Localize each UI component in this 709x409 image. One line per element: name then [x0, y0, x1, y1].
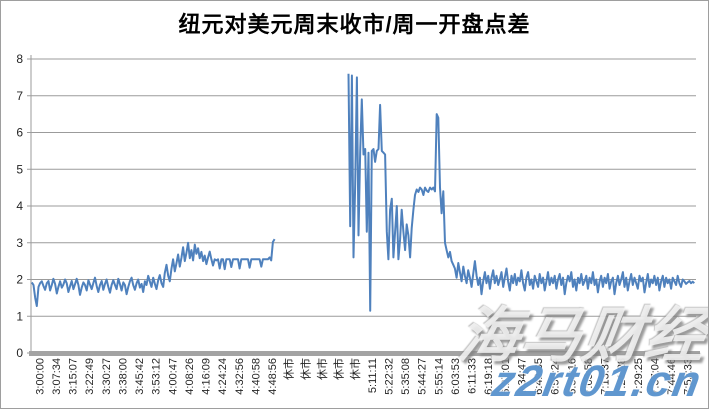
x-axis-label: 休市: [315, 358, 329, 380]
y-axis-label: 8: [16, 52, 23, 66]
x-axis-label: 7:44:46: [666, 358, 678, 395]
x-axis-label: 4:16:09: [201, 358, 213, 395]
y-axis-label: 6: [16, 126, 23, 140]
y-axis-label: 0: [16, 346, 23, 360]
x-axis-label: 休市: [298, 358, 312, 380]
x-axis-label: 3:07:34: [51, 358, 63, 395]
x-axis-label: 7:21:28: [616, 358, 628, 395]
x-axis-label: 3:30:27: [101, 358, 113, 395]
x-axis-label: 4:24:24: [217, 358, 229, 395]
y-axis-label: 4: [16, 199, 23, 213]
x-axis-label: 3:22:49: [84, 358, 96, 395]
x-axis-label: 4:32:56: [234, 358, 246, 395]
x-axis-label: 4:48:56: [267, 358, 279, 395]
x-axis-label: 3:53:12: [151, 358, 163, 395]
x-axis-label: 6:27:01: [500, 358, 512, 395]
series-line: [30, 238, 276, 307]
x-axis-label: 6:11:33: [467, 358, 479, 394]
x-axis-label: 6:42:35: [533, 358, 545, 395]
x-axis-label: 4:00:47: [167, 358, 179, 395]
x-axis-label: 6:50:24: [550, 358, 562, 395]
x-axis-label: 7:05:58: [583, 358, 595, 395]
x-axis-line: [29, 351, 700, 356]
x-axis-label: 7:13:37: [600, 358, 612, 395]
x-axis-label: 6:34:47: [516, 358, 528, 395]
y-axis-label: 2: [16, 273, 23, 287]
x-axis-label: 休市: [282, 358, 296, 380]
y-axis-label: 5: [16, 162, 23, 176]
x-axis-label: 5:11:11: [367, 358, 379, 393]
x-axis-label: 7:52:33: [683, 358, 695, 395]
x-axis-label: 5:22:32: [383, 358, 395, 395]
x-axis-label: 5:55:14: [433, 358, 445, 395]
x-axis-label: 3:45:42: [134, 358, 146, 395]
x-axis-label: 7:29:25: [633, 358, 645, 395]
chart-title: 纽元对美元周末收市/周一开盘点差: [178, 12, 531, 37]
x-axis-label: 4:08:26: [184, 358, 196, 395]
y-axis-label: 1: [16, 309, 23, 323]
x-axis-label: 6:58:16: [566, 358, 578, 395]
series-line: [347, 73, 695, 312]
x-axis-label: 休市: [348, 358, 362, 380]
x-axis-label: 5:44:27: [417, 358, 429, 395]
x-axis-label: 3:15:07: [68, 358, 80, 395]
x-axis-label: 7:37:04: [649, 358, 661, 395]
x-axis-label: 5:35:08: [400, 358, 412, 395]
x-axis-label: 3:38:00: [117, 358, 129, 395]
y-axis-label: 7: [16, 89, 23, 103]
x-axis-label: 休市: [332, 358, 346, 380]
x-axis-label: 3:00:00: [34, 358, 46, 395]
x-axis-label: 6:19:18: [483, 358, 495, 395]
x-axis-label: 6:03:53: [450, 358, 462, 395]
x-axis-label: 4:40:58: [250, 358, 262, 395]
y-axis-label: 3: [16, 236, 23, 250]
